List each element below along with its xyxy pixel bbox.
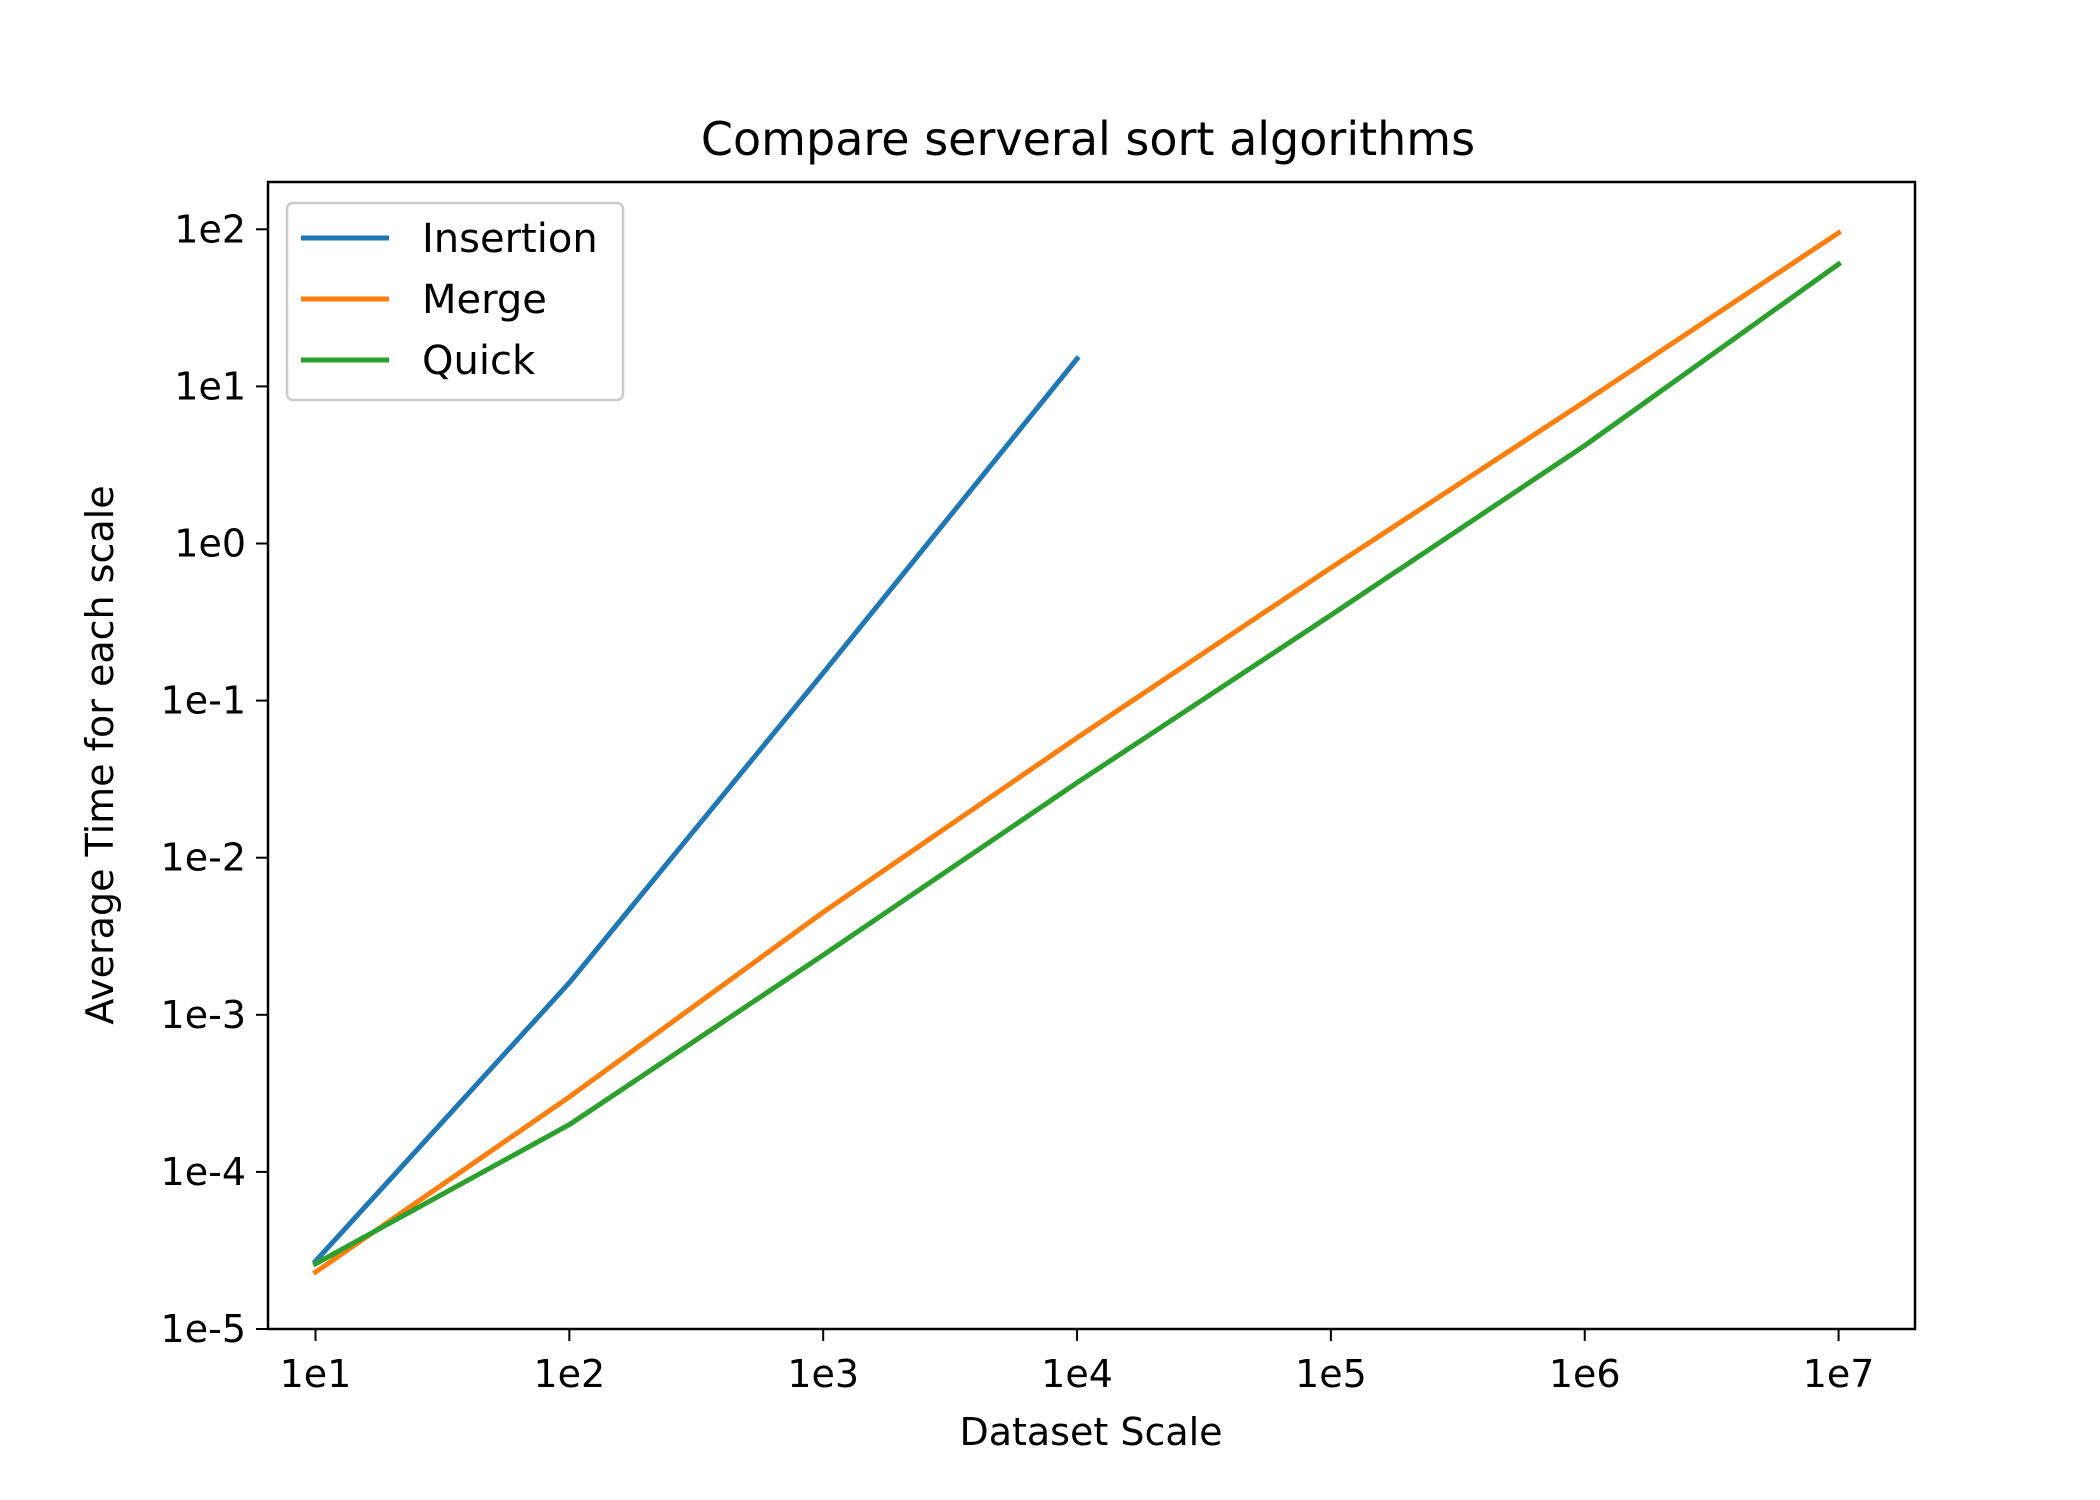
x-tick-label: 1e1	[280, 1352, 352, 1396]
y-tick-label: 1e0	[174, 521, 246, 565]
x-tick-label: 1e5	[1295, 1352, 1367, 1396]
legend-label-quick: Quick	[422, 338, 536, 384]
chart-title: Compare serveral sort algorithms	[701, 112, 1475, 166]
x-tick-label: 1e3	[787, 1352, 859, 1396]
legend-box	[285, 201, 625, 402]
y-tick-label: 1e-5	[161, 1307, 246, 1351]
y-tick-label: 1e1	[174, 364, 246, 408]
legend-label-merge: Merge	[422, 277, 547, 323]
y-axis-label: Average Time for each scale	[78, 485, 122, 1024]
x-tick-label: 1e2	[533, 1352, 605, 1396]
y-tick-label: 1e-3	[161, 993, 246, 1037]
series-line-merge	[312, 229, 1843, 1276]
x-axis-label: Dataset Scale	[959, 1410, 1222, 1454]
y-tick-label: 1e-2	[161, 836, 246, 880]
series-line-quick	[312, 260, 1843, 1268]
legend: Insertion Merge Quick	[285, 201, 625, 402]
x-tick-label: 1e6	[1549, 1352, 1621, 1396]
axes-frame	[266, 180, 1917, 1331]
y-tick-label: 1e-4	[161, 1150, 246, 1194]
x-tick-label: 1e7	[1803, 1352, 1875, 1396]
legend-label-insertion: Insertion	[422, 216, 598, 262]
y-tick-label: 1e-1	[161, 679, 246, 723]
series-layer	[311, 229, 1843, 1276]
y-axis: 1e-5 1e-4 1e-3 1e-2 1e-1 1e0 1e1 1e2	[161, 207, 268, 1351]
series-line-insertion	[311, 355, 1081, 1265]
x-axis: 1e1 1e2 1e3 1e4 1e5 1e6 1e7	[280, 1329, 1875, 1396]
y-tick-label: 1e2	[174, 207, 246, 251]
x-tick-label: 1e4	[1041, 1352, 1113, 1396]
